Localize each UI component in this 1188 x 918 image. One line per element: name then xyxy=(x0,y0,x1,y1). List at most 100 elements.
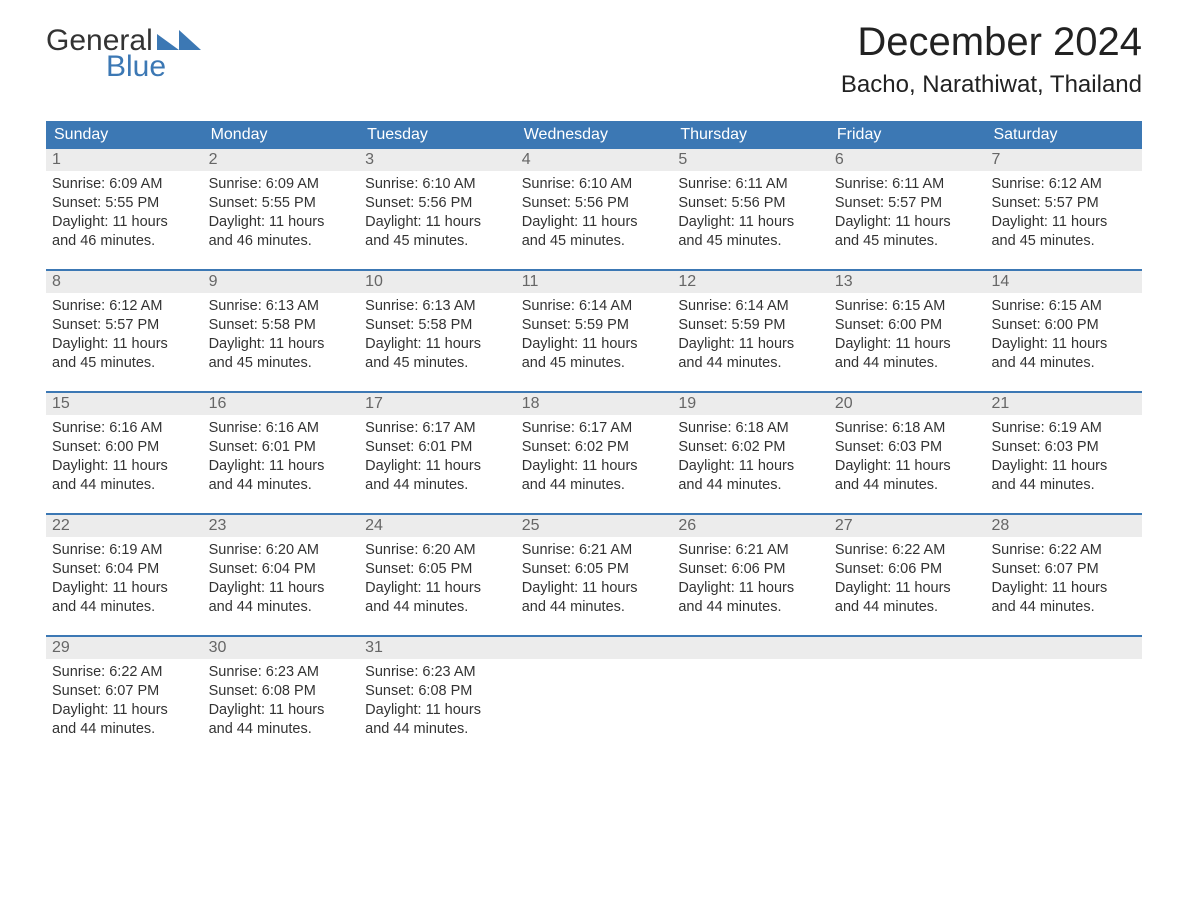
day-sunrise: Sunrise: 6:22 AM xyxy=(52,663,197,682)
day-d2: and 45 minutes. xyxy=(52,354,197,373)
titles: December 2024 Bacho, Narathiwat, Thailan… xyxy=(841,20,1142,113)
day-sunset: Sunset: 6:02 PM xyxy=(522,438,667,457)
day-sunset: Sunset: 5:58 PM xyxy=(365,316,510,335)
day-cell: 27Sunrise: 6:22 AMSunset: 6:06 PMDayligh… xyxy=(829,515,986,635)
day-d2: and 44 minutes. xyxy=(365,720,510,739)
day-sunrise: Sunrise: 6:12 AM xyxy=(991,175,1136,194)
day-number: 14 xyxy=(985,271,1142,293)
day-d1: Daylight: 11 hours xyxy=(835,335,980,354)
day-cell: 1Sunrise: 6:09 AMSunset: 5:55 PMDaylight… xyxy=(46,149,203,269)
day-number: 28 xyxy=(985,515,1142,537)
day-body: Sunrise: 6:14 AMSunset: 5:59 PMDaylight:… xyxy=(516,293,673,372)
day-sunset: Sunset: 5:57 PM xyxy=(835,194,980,213)
day-header: Monday xyxy=(203,121,360,149)
day-d2: and 45 minutes. xyxy=(365,354,510,373)
day-d1: Daylight: 11 hours xyxy=(835,213,980,232)
day-cell: 21Sunrise: 6:19 AMSunset: 6:03 PMDayligh… xyxy=(985,393,1142,513)
day-sunrise: Sunrise: 6:16 AM xyxy=(52,419,197,438)
day-number: 12 xyxy=(672,271,829,293)
day-d1: Daylight: 11 hours xyxy=(522,457,667,476)
day-sunrise: Sunrise: 6:17 AM xyxy=(522,419,667,438)
day-body: Sunrise: 6:13 AMSunset: 5:58 PMDaylight:… xyxy=(203,293,360,372)
day-d1: Daylight: 11 hours xyxy=(209,701,354,720)
day-d2: and 44 minutes. xyxy=(678,354,823,373)
day-cell: 12Sunrise: 6:14 AMSunset: 5:59 PMDayligh… xyxy=(672,271,829,391)
day-d1: Daylight: 11 hours xyxy=(678,335,823,354)
day-number: 23 xyxy=(203,515,360,537)
day-body: Sunrise: 6:10 AMSunset: 5:56 PMDaylight:… xyxy=(516,171,673,250)
day-d2: and 46 minutes. xyxy=(209,232,354,251)
day-body: Sunrise: 6:16 AMSunset: 6:00 PMDaylight:… xyxy=(46,415,203,494)
day-body: Sunrise: 6:19 AMSunset: 6:03 PMDaylight:… xyxy=(985,415,1142,494)
day-sunrise: Sunrise: 6:16 AM xyxy=(209,419,354,438)
day-d1: Daylight: 11 hours xyxy=(678,213,823,232)
day-number: 21 xyxy=(985,393,1142,415)
day-sunset: Sunset: 6:05 PM xyxy=(365,560,510,579)
week-row: 1Sunrise: 6:09 AMSunset: 5:55 PMDaylight… xyxy=(46,149,1142,269)
day-body: Sunrise: 6:14 AMSunset: 5:59 PMDaylight:… xyxy=(672,293,829,372)
day-d1: Daylight: 11 hours xyxy=(991,579,1136,598)
day-body: Sunrise: 6:17 AMSunset: 6:02 PMDaylight:… xyxy=(516,415,673,494)
week-row: 22Sunrise: 6:19 AMSunset: 6:04 PMDayligh… xyxy=(46,513,1142,635)
day-cell: 25Sunrise: 6:21 AMSunset: 6:05 PMDayligh… xyxy=(516,515,673,635)
page-title: December 2024 xyxy=(841,20,1142,65)
day-number: 9 xyxy=(203,271,360,293)
day-d1: Daylight: 11 hours xyxy=(209,335,354,354)
day-d1: Daylight: 11 hours xyxy=(522,335,667,354)
day-cell xyxy=(829,637,986,757)
day-sunset: Sunset: 6:08 PM xyxy=(209,682,354,701)
day-number xyxy=(985,637,1142,659)
day-d1: Daylight: 11 hours xyxy=(365,213,510,232)
day-cell: 23Sunrise: 6:20 AMSunset: 6:04 PMDayligh… xyxy=(203,515,360,635)
day-header-row: SundayMondayTuesdayWednesdayThursdayFrid… xyxy=(46,121,1142,149)
day-body xyxy=(516,659,673,663)
day-d1: Daylight: 11 hours xyxy=(209,457,354,476)
day-cell: 30Sunrise: 6:23 AMSunset: 6:08 PMDayligh… xyxy=(203,637,360,757)
week-row: 29Sunrise: 6:22 AMSunset: 6:07 PMDayligh… xyxy=(46,635,1142,757)
day-sunset: Sunset: 6:07 PM xyxy=(991,560,1136,579)
day-d1: Daylight: 11 hours xyxy=(52,213,197,232)
day-d1: Daylight: 11 hours xyxy=(209,579,354,598)
day-d2: and 44 minutes. xyxy=(835,354,980,373)
day-number: 10 xyxy=(359,271,516,293)
day-d1: Daylight: 11 hours xyxy=(365,701,510,720)
day-number: 5 xyxy=(672,149,829,171)
day-cell: 5Sunrise: 6:11 AMSunset: 5:56 PMDaylight… xyxy=(672,149,829,269)
day-sunrise: Sunrise: 6:10 AM xyxy=(522,175,667,194)
day-sunset: Sunset: 6:04 PM xyxy=(52,560,197,579)
day-sunrise: Sunrise: 6:18 AM xyxy=(678,419,823,438)
weeks-container: 1Sunrise: 6:09 AMSunset: 5:55 PMDaylight… xyxy=(46,149,1142,757)
day-sunrise: Sunrise: 6:13 AM xyxy=(365,297,510,316)
day-cell xyxy=(672,637,829,757)
day-d2: and 45 minutes. xyxy=(365,232,510,251)
day-number: 19 xyxy=(672,393,829,415)
day-cell: 11Sunrise: 6:14 AMSunset: 5:59 PMDayligh… xyxy=(516,271,673,391)
day-body: Sunrise: 6:18 AMSunset: 6:03 PMDaylight:… xyxy=(829,415,986,494)
day-cell: 24Sunrise: 6:20 AMSunset: 6:05 PMDayligh… xyxy=(359,515,516,635)
day-number: 22 xyxy=(46,515,203,537)
day-d2: and 44 minutes. xyxy=(991,476,1136,495)
day-sunset: Sunset: 6:03 PM xyxy=(835,438,980,457)
day-cell xyxy=(516,637,673,757)
day-d1: Daylight: 11 hours xyxy=(522,213,667,232)
day-body xyxy=(985,659,1142,663)
day-d2: and 44 minutes. xyxy=(678,476,823,495)
day-body: Sunrise: 6:21 AMSunset: 6:06 PMDaylight:… xyxy=(672,537,829,616)
day-number xyxy=(829,637,986,659)
day-cell: 31Sunrise: 6:23 AMSunset: 6:08 PMDayligh… xyxy=(359,637,516,757)
day-number: 6 xyxy=(829,149,986,171)
day-sunrise: Sunrise: 6:15 AM xyxy=(991,297,1136,316)
day-body xyxy=(829,659,986,663)
day-d2: and 44 minutes. xyxy=(209,720,354,739)
day-d2: and 45 minutes. xyxy=(678,232,823,251)
day-d1: Daylight: 11 hours xyxy=(52,335,197,354)
day-d2: and 44 minutes. xyxy=(522,476,667,495)
day-d2: and 44 minutes. xyxy=(991,598,1136,617)
day-cell: 16Sunrise: 6:16 AMSunset: 6:01 PMDayligh… xyxy=(203,393,360,513)
logo-word2: Blue xyxy=(106,52,166,82)
day-body: Sunrise: 6:19 AMSunset: 6:04 PMDaylight:… xyxy=(46,537,203,616)
day-cell: 22Sunrise: 6:19 AMSunset: 6:04 PMDayligh… xyxy=(46,515,203,635)
day-sunrise: Sunrise: 6:14 AM xyxy=(522,297,667,316)
day-sunset: Sunset: 5:56 PM xyxy=(365,194,510,213)
day-body: Sunrise: 6:20 AMSunset: 6:05 PMDaylight:… xyxy=(359,537,516,616)
